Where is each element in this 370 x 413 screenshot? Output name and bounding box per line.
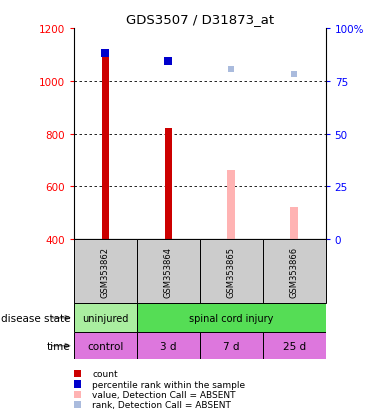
Text: 3 d: 3 d <box>160 341 176 351</box>
Title: GDS3507 / D31873_at: GDS3507 / D31873_at <box>126 13 274 26</box>
Bar <box>290 208 298 240</box>
Text: GSM353862: GSM353862 <box>101 246 110 297</box>
Bar <box>263 332 326 359</box>
Text: uninjured: uninjured <box>82 313 129 323</box>
Text: time: time <box>47 341 70 351</box>
Text: percentile rank within the sample: percentile rank within the sample <box>92 380 246 389</box>
Text: 25 d: 25 d <box>283 341 306 351</box>
Bar <box>137 332 200 359</box>
Text: rank, Detection Call = ABSENT: rank, Detection Call = ABSENT <box>92 400 231 409</box>
Bar <box>74 332 137 359</box>
Bar <box>263 240 326 304</box>
Bar <box>102 55 109 240</box>
Bar <box>137 240 200 304</box>
Bar <box>137 304 326 332</box>
Text: GSM353865: GSM353865 <box>227 246 236 297</box>
Bar <box>74 304 137 332</box>
Text: value, Detection Call = ABSENT: value, Detection Call = ABSENT <box>92 390 236 399</box>
Text: disease state: disease state <box>1 313 70 323</box>
Bar <box>200 332 263 359</box>
Text: GSM353866: GSM353866 <box>290 246 299 297</box>
Bar <box>200 240 263 304</box>
Point <box>291 71 297 78</box>
Point <box>165 59 171 65</box>
Point <box>102 51 108 57</box>
Text: spinal cord injury: spinal cord injury <box>189 313 273 323</box>
Text: count: count <box>92 369 118 378</box>
Text: control: control <box>87 341 124 351</box>
Point <box>228 66 234 73</box>
Bar <box>228 171 235 240</box>
Text: GSM353864: GSM353864 <box>164 246 173 297</box>
Bar <box>74 240 137 304</box>
Bar <box>165 129 172 240</box>
Text: 7 d: 7 d <box>223 341 239 351</box>
